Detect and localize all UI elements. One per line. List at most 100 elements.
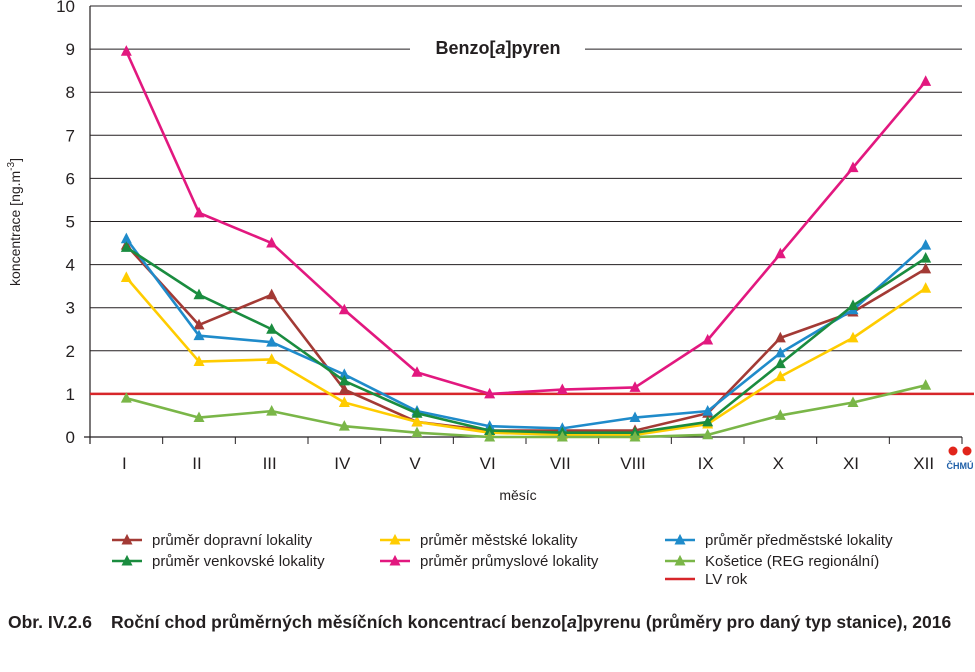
- data-point: [629, 430, 641, 442]
- data-point: [484, 387, 496, 399]
- logo-dot-right: [962, 446, 972, 456]
- logo-text: ČHMÚ: [947, 460, 974, 471]
- x-tick-label: I: [122, 454, 127, 473]
- data-point: [774, 409, 786, 420]
- legend-item: Košetice (REG regionální): [665, 553, 879, 570]
- data-point: [411, 366, 423, 377]
- data-point: [629, 381, 641, 392]
- legend-item: průměr venkovské lokality: [112, 553, 325, 570]
- chart-title-part-1: Benzo[: [435, 38, 495, 58]
- x-tick-label: XII: [913, 454, 934, 473]
- x-tick-label: X: [773, 454, 784, 473]
- legend-item: průměr městské lokality: [380, 532, 578, 549]
- series-6: [120, 379, 932, 442]
- data-point: [411, 415, 423, 427]
- legend-label: průměr průmyslové lokality: [420, 553, 599, 570]
- legend-label: průměr městské lokality: [420, 532, 578, 549]
- series-5: [120, 45, 932, 399]
- data-point: [774, 247, 786, 259]
- chart-title-part-italic: a: [495, 38, 505, 58]
- data-point: [920, 239, 932, 250]
- data-point: [920, 251, 932, 263]
- y-tick-label: 5: [66, 213, 75, 232]
- legend-item: průměr předměstské lokality: [665, 532, 893, 549]
- data-point: [266, 353, 278, 364]
- y-tick-label: 8: [66, 83, 75, 102]
- legend-label: průměr venkovské lokality: [152, 553, 325, 570]
- data-point: [484, 424, 496, 435]
- y-tick-label: 3: [66, 299, 75, 318]
- legend-item: průměr dopravní lokality: [112, 532, 313, 549]
- data-point: [702, 405, 714, 416]
- figure-number: Obr. IV.2.6: [8, 612, 92, 632]
- data-point: [847, 396, 859, 407]
- series-line: [125, 246, 927, 434]
- data-point: [120, 45, 132, 56]
- data-point: [702, 333, 714, 345]
- legend-label: průměr předměstské lokality: [705, 532, 893, 549]
- data-point: [120, 392, 132, 403]
- x-tick-label: VII: [550, 454, 571, 473]
- y-tick-label: 4: [66, 256, 75, 275]
- series-line: [125, 237, 927, 430]
- data-point: [702, 415, 714, 427]
- x-tick-label: VI: [480, 454, 496, 473]
- data-point: [338, 303, 350, 315]
- chart-title-part-3: ]pyren: [506, 38, 561, 58]
- data-point: [193, 411, 205, 423]
- chmu-logo: ČHMÚ: [947, 446, 974, 471]
- data-point: [120, 271, 132, 282]
- legend-marker: [674, 533, 686, 545]
- data-point: [702, 428, 714, 440]
- data-point: [338, 383, 350, 395]
- chart-title-background: [410, 33, 585, 68]
- chart-title: Benzo[a]pyren: [410, 33, 585, 68]
- data-point: [556, 383, 568, 395]
- data-point: [193, 329, 205, 341]
- chart-title-text: Benzo[a]pyren: [435, 38, 560, 58]
- data-point: [120, 232, 132, 244]
- logo-dot-left: [948, 446, 958, 456]
- data-point: [338, 420, 350, 431]
- series-3: [120, 232, 932, 433]
- x-tick-label: IX: [698, 454, 714, 473]
- data-point: [920, 379, 932, 390]
- data-point: [266, 405, 278, 416]
- figure-caption-text: Roční chod průměrných měsíčních koncentr…: [111, 606, 971, 638]
- data-point: [266, 323, 278, 334]
- legend: průměr dopravní lokality průměr městské l…: [112, 532, 893, 588]
- data-point: [556, 430, 568, 442]
- data-point: [193, 318, 205, 330]
- data-point: [193, 206, 205, 218]
- data-point: [847, 331, 859, 343]
- caption-text-italic: a: [567, 612, 577, 632]
- y-tick-label: 0: [66, 428, 75, 447]
- data-point: [629, 411, 641, 423]
- y-axis-label-superscript: -3: [6, 161, 17, 170]
- data-point: [120, 241, 132, 252]
- data-point: [338, 396, 350, 407]
- series-line: [125, 276, 927, 437]
- data-point: [847, 299, 859, 310]
- data-point: [193, 288, 205, 300]
- series-line: [125, 384, 926, 439]
- caption-text-part-3: ]pyrenu (průměry pro daný typ stanice), …: [576, 612, 952, 632]
- y-axis-label-main: koncentrace [ng.m: [7, 171, 23, 286]
- x-tick-label: III: [263, 454, 277, 473]
- data-point: [920, 282, 932, 293]
- data-point: [920, 75, 932, 86]
- data-point: [411, 407, 423, 418]
- y-tick-label: 6: [66, 169, 75, 188]
- data-point: [266, 288, 278, 300]
- x-axis-label: měsíc: [499, 487, 536, 503]
- data-point: [338, 374, 350, 386]
- data-point: [920, 262, 932, 274]
- legend-marker: [674, 554, 686, 566]
- caption-text-part-1: Roční chod průměrných měsíčních koncentr…: [111, 612, 568, 632]
- series-layer: [120, 45, 932, 442]
- y-tick-label: 9: [66, 40, 75, 59]
- legend-marker: [121, 533, 133, 545]
- x-tick-label: V: [409, 454, 421, 473]
- legend-marker: [389, 533, 401, 545]
